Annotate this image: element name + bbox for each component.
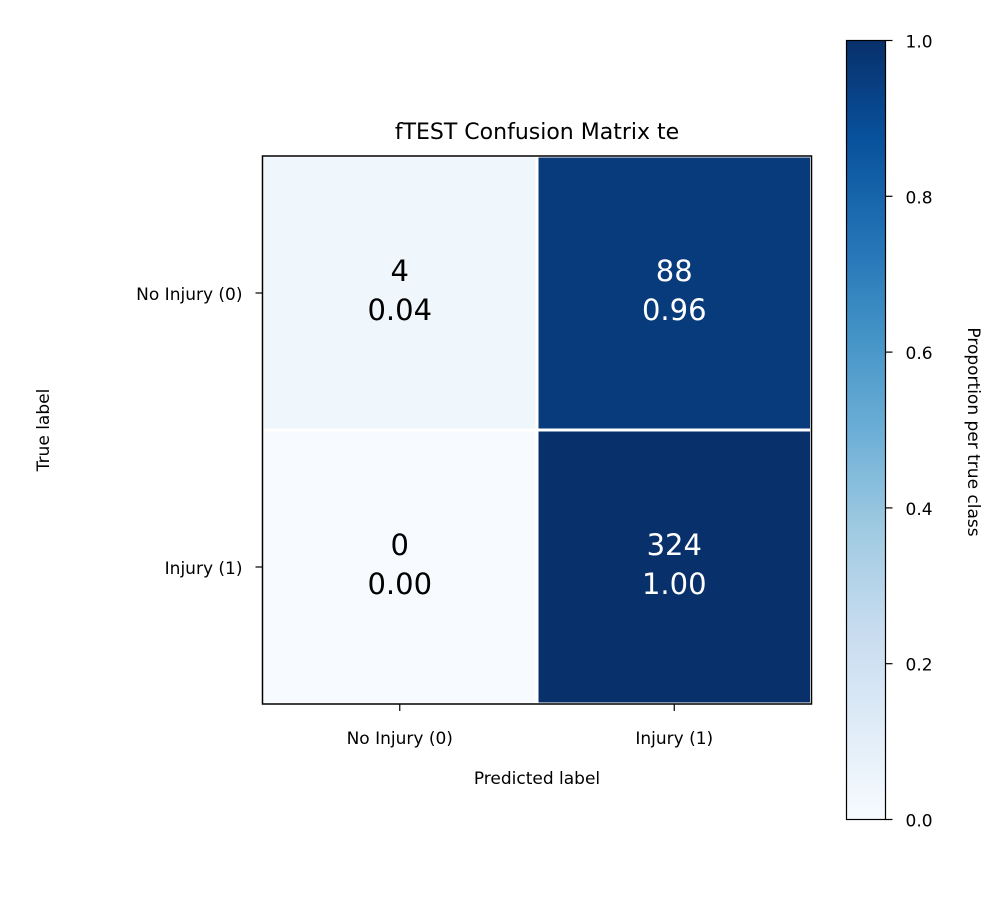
colorbar-tick-label: 0.0 [906,812,933,832]
cell-count-label: 0 [391,528,409,562]
y-tick-label: Injury (1) [165,559,243,579]
matrix-cells: 4 0.04 88 0.96 0 0.00 324 1.00 [261,154,813,706]
matrix-cell [261,154,539,432]
matrix-frame [261,155,813,705]
chart-title: fTEST Confusion Matrix te [395,120,679,145]
cell-proportion-label: 0.04 [367,293,432,327]
x-tick-label: No Injury (0) [347,729,453,749]
colorbar-tick-label: 0.6 [906,344,933,364]
colorbar-tick-label: 0.4 [906,500,933,520]
cell-count-label: 324 [647,528,702,562]
y-axis-ticks: No Injury (0) Injury (1) [136,285,263,579]
matrix-cell [535,154,813,432]
colorbar-tick-label: 0.8 [906,188,933,208]
matrix-cell [535,428,813,706]
cell-count-label: 4 [391,254,409,288]
colorbar [845,39,887,821]
cell-proportion-label: 0.96 [642,293,707,327]
colorbar-tick-label: 1.0 [906,33,933,53]
matrix-cell [261,428,539,706]
cell-count-label: 88 [656,254,693,288]
x-axis-ticks: No Injury (0) Injury (1) [347,704,713,749]
cell-proportion-label: 1.00 [642,567,707,601]
x-axis-label: Predicted label [474,769,600,789]
x-tick-label: Injury (1) [635,729,713,749]
y-tick-label: No Injury (0) [136,285,242,305]
colorbar-ticks: 0.0 0.2 0.4 0.6 0.8 1.0 [885,33,933,832]
colorbar-tick-label: 0.2 [906,656,933,676]
cell-proportion-label: 0.00 [367,567,432,601]
colorbar-label: Proportion per true class [963,327,983,536]
y-axis-label: True label [34,389,54,473]
